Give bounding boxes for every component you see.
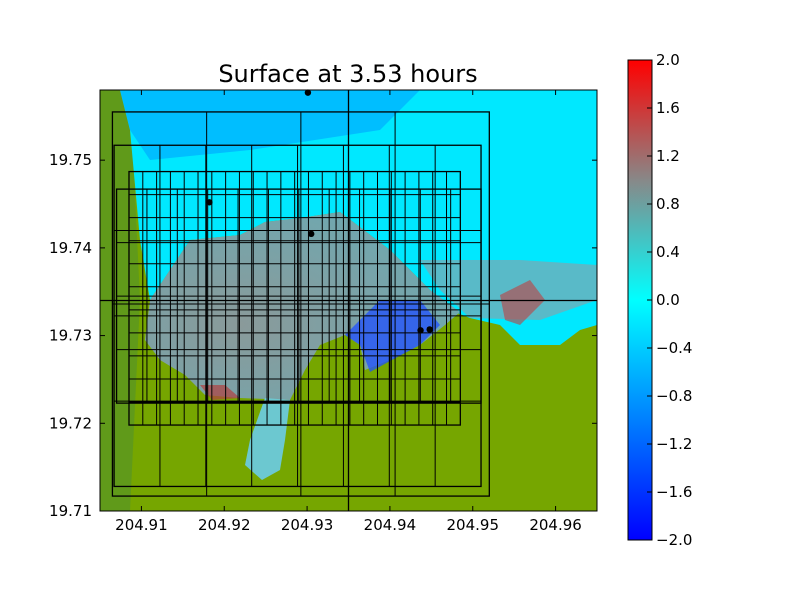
colorbar-tick-label: 1.6 [656,99,680,117]
y-tick-label: 19.71 [49,502,92,520]
x-tick-label: 204.95 [447,516,500,534]
colorbar-tick-label: −0.4 [656,339,692,357]
y-tick-label: 19.75 [49,151,92,169]
x-tick-label: 204.96 [529,516,582,534]
water-channel [245,398,290,480]
colorbar-tick-label: −1.2 [656,435,692,453]
gauge-point-2 [206,199,213,206]
x-axis: 204.91 204.92 204.93 204.94 204.95 204.96 [115,90,582,534]
water-drawdown [345,300,440,372]
y-tick-label: 19.72 [49,414,92,432]
y-tick-label: 19.74 [49,239,92,257]
chart-title: Surface at 3.53 hours [218,60,477,88]
gauge-point-3 [308,230,315,238]
colorbar-axis: 2.0 1.6 1.2 0.8 0.4 0.0 −0.4 −0.8 −1.2 −1.6 −2.0 [647,51,692,549]
colorbar-tick-label: 1.2 [656,147,680,165]
grid-patch-3 [115,188,482,404]
gauge-point-1 [304,89,312,96]
colorbar-tick-label: 2.0 [656,51,680,69]
gauge-point-5 [426,326,433,333]
plot-frame [99,89,598,512]
x-tick-label: 204.91 [115,516,168,534]
colorbar-tick-label: 0.8 [656,195,680,213]
water-deep-north [120,90,420,160]
crosshair-lines [100,90,597,511]
x-tick-label: 204.92 [198,516,251,534]
x-tick-label: 204.94 [364,516,417,534]
colorbar-tick-label: 0.4 [656,243,680,261]
refinement-grid [111,111,490,497]
gauge-markers [206,89,433,334]
colorbar-tick-label: −1.6 [656,483,692,501]
x-tick-label: 204.93 [281,516,334,534]
water-peak-west [200,385,240,400]
water-elevated-east [420,260,597,320]
water-peak-east [500,280,545,325]
gauge-point-4 [417,327,424,334]
colorbar-tick-label: −0.8 [656,387,692,405]
y-axis: 19.71 19.72 19.73 19.74 19.75 [49,151,597,520]
grid-patch-1 [111,111,490,497]
colorbar-tick-label: 0.0 [656,291,680,309]
grid-patch-4 [128,170,461,426]
y-tick-label: 19.73 [49,327,92,345]
colorbar-tick-label: −2.0 [656,531,692,549]
